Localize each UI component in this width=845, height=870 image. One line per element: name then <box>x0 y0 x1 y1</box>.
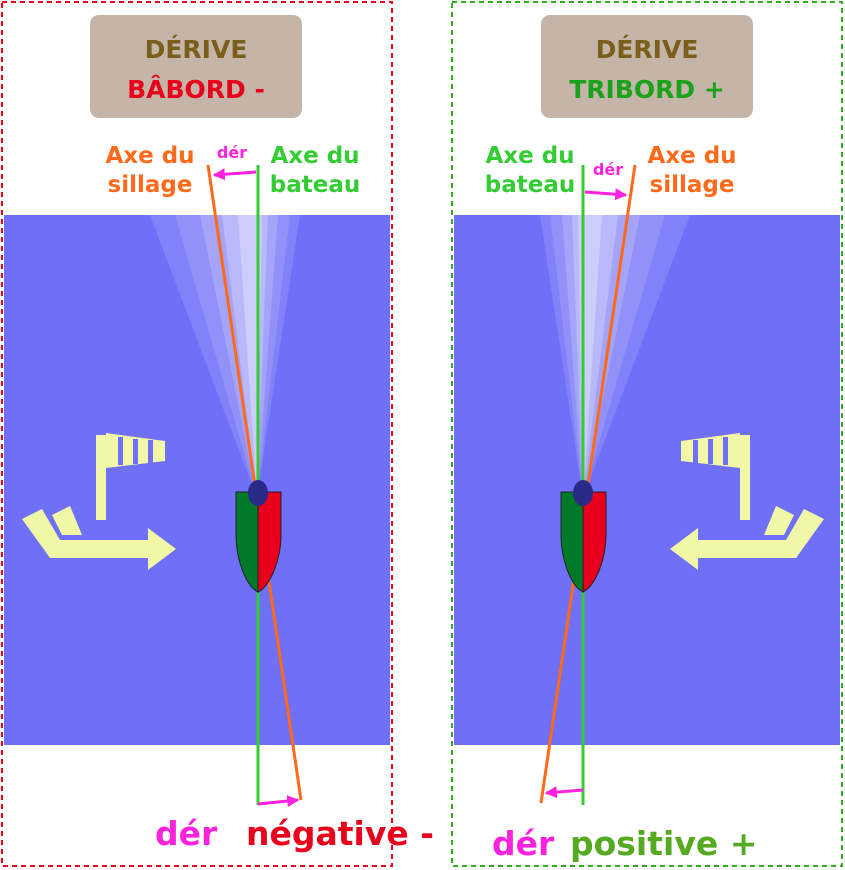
left-windsock-icon <box>96 433 165 520</box>
left-header-box <box>90 15 302 118</box>
right-header-title: DÉRIVE <box>596 35 699 64</box>
right-header-box <box>541 15 753 118</box>
left-drift-arrow-top <box>212 168 257 181</box>
right-drift-small-label: dér <box>593 160 623 179</box>
right-footer-der: dér <box>492 824 555 863</box>
right-footer-sign: positive + <box>570 824 757 863</box>
right-boat-axis-label-2: bateau <box>485 172 575 198</box>
right-wake-axis-label-1: Axe du <box>647 143 736 169</box>
right-boat-icon <box>560 480 607 593</box>
left-panel-border <box>1 1 393 867</box>
left-boat-icon <box>235 480 282 593</box>
left-drift-small-label: dér <box>217 143 247 162</box>
left-wind-arrow-right-icon <box>22 506 176 570</box>
left-wake-axis-label-1: Axe du <box>105 143 194 169</box>
left-wake-axis-label-2: sillage <box>108 172 193 198</box>
right-drift-arrow-top <box>584 188 628 201</box>
right-water <box>454 215 840 745</box>
right-panel-border <box>451 1 843 867</box>
left-header-title: DÉRIVE <box>145 35 248 64</box>
left-footer-sign: négative - <box>246 814 434 853</box>
right-drift-arrow-bottom <box>544 786 584 799</box>
right-windsock-icon <box>681 433 750 520</box>
left-boat-axis-label-1: Axe du <box>270 143 359 169</box>
right-header-subtitle: TRIBORD + <box>569 75 725 104</box>
right-wind-arrow-left-icon <box>670 506 824 570</box>
left-boat-axis-label-2: bateau <box>270 172 360 198</box>
left-footer-der: dér <box>155 814 218 853</box>
left-drift-arrow-bottom <box>257 795 300 808</box>
right-panel: DÉRIVE TRIBORD + Axe du bateau Axe du si… <box>451 1 843 867</box>
left-panel: DÉRIVE BÂBORD - Axe du sillage Axe du ba… <box>1 1 434 867</box>
right-boat-axis-label-1: Axe du <box>485 143 574 169</box>
left-water <box>4 215 390 745</box>
right-wake-axis-label-2: sillage <box>650 172 735 198</box>
left-header-subtitle: BÂBORD - <box>127 75 265 104</box>
